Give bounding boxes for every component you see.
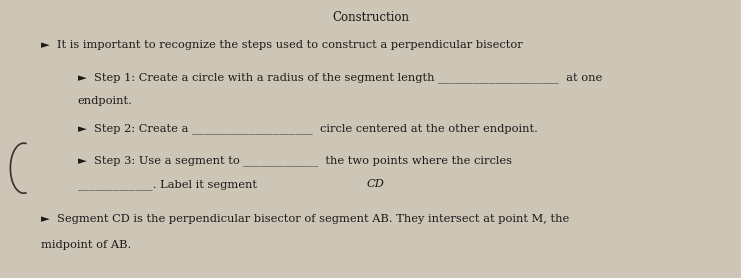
Text: endpoint.: endpoint. — [78, 96, 133, 106]
Text: Construction: Construction — [332, 11, 409, 24]
Text: ►  Step 2: Create a _____________________  circle centered at the other endpoint: ► Step 2: Create a _____________________… — [78, 124, 538, 135]
Text: ►  Step 3: Use a segment to _____________  the two points where the circles: ► Step 3: Use a segment to _____________… — [78, 156, 512, 167]
Text: ►  Step 1: Create a circle with a radius of the segment length _________________: ► Step 1: Create a circle with a radius … — [78, 72, 602, 83]
Text: _____________. Label it segment: _____________. Label it segment — [78, 179, 260, 190]
Text: midpoint of AB.: midpoint of AB. — [41, 240, 131, 250]
Text: CD: CD — [366, 179, 384, 189]
Text: ►  Segment CD is the perpendicular bisector of segment AB. They intersect at poi: ► Segment CD is the perpendicular bisect… — [41, 214, 569, 224]
Text: ►  It is important to recognize the steps used to construct a perpendicular bise: ► It is important to recognize the steps… — [41, 40, 522, 50]
